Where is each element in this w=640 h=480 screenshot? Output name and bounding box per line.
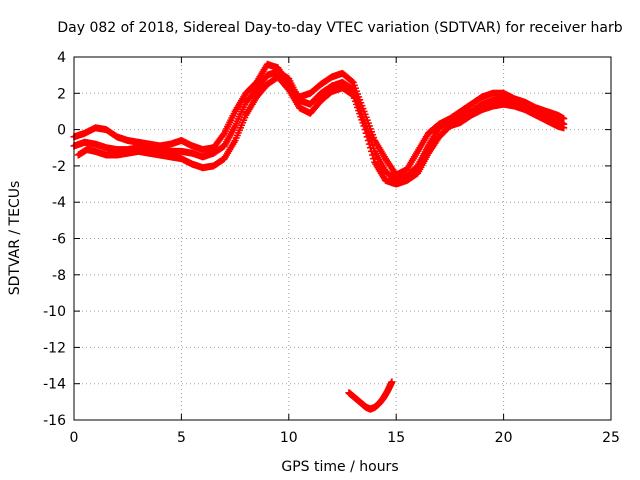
y-tick-label: 0 xyxy=(57,123,66,139)
axis-ticks: 0 5 10 15 20 25 -16 -14 -12 -10 -8 -6 -4 -2 0 2 4 xyxy=(43,50,620,446)
y-axis-label: SDTVAR / TECUs xyxy=(7,181,23,296)
data-points xyxy=(70,60,568,413)
y-tick-label: -10 xyxy=(43,304,66,320)
series-arc-1 xyxy=(70,60,568,179)
y-tick-label: -14 xyxy=(43,377,66,393)
x-tick-label: 10 xyxy=(280,430,298,446)
data-point xyxy=(362,129,370,137)
data-point xyxy=(367,147,375,155)
data-point xyxy=(365,140,373,148)
data-point xyxy=(388,378,396,386)
series-arc-3 xyxy=(74,73,568,188)
x-tick-label: 15 xyxy=(387,430,405,446)
y-tick-label: -2 xyxy=(52,159,66,175)
x-tick-label: 5 xyxy=(177,430,186,446)
data-point xyxy=(560,124,568,132)
y-tick-label: 4 xyxy=(57,50,66,66)
series-arc-4 xyxy=(345,378,396,413)
x-tick-label: 0 xyxy=(70,430,79,446)
data-point xyxy=(364,136,372,144)
data-point xyxy=(363,133,371,141)
y-tick-label: -6 xyxy=(52,232,66,248)
y-tick-label: -16 xyxy=(43,413,66,429)
data-point xyxy=(219,131,227,139)
data-point xyxy=(361,126,369,134)
x-tick-label: 25 xyxy=(602,430,620,446)
y-tick-label: -12 xyxy=(43,340,66,356)
y-tick-label: 2 xyxy=(57,86,66,102)
data-point xyxy=(369,151,377,159)
grid-lines xyxy=(74,57,611,420)
data-point xyxy=(360,122,368,130)
y-tick-label: -4 xyxy=(52,195,66,211)
y-tick-label: -8 xyxy=(52,268,66,284)
data-point xyxy=(366,144,374,152)
x-axis-label: GPS time / hours xyxy=(281,459,398,475)
chart-title: Day 082 of 2018, Sidereal Day-to-day VTE… xyxy=(57,20,622,36)
data-point xyxy=(370,155,378,163)
x-tick-label: 20 xyxy=(495,430,513,446)
data-point xyxy=(348,78,356,86)
